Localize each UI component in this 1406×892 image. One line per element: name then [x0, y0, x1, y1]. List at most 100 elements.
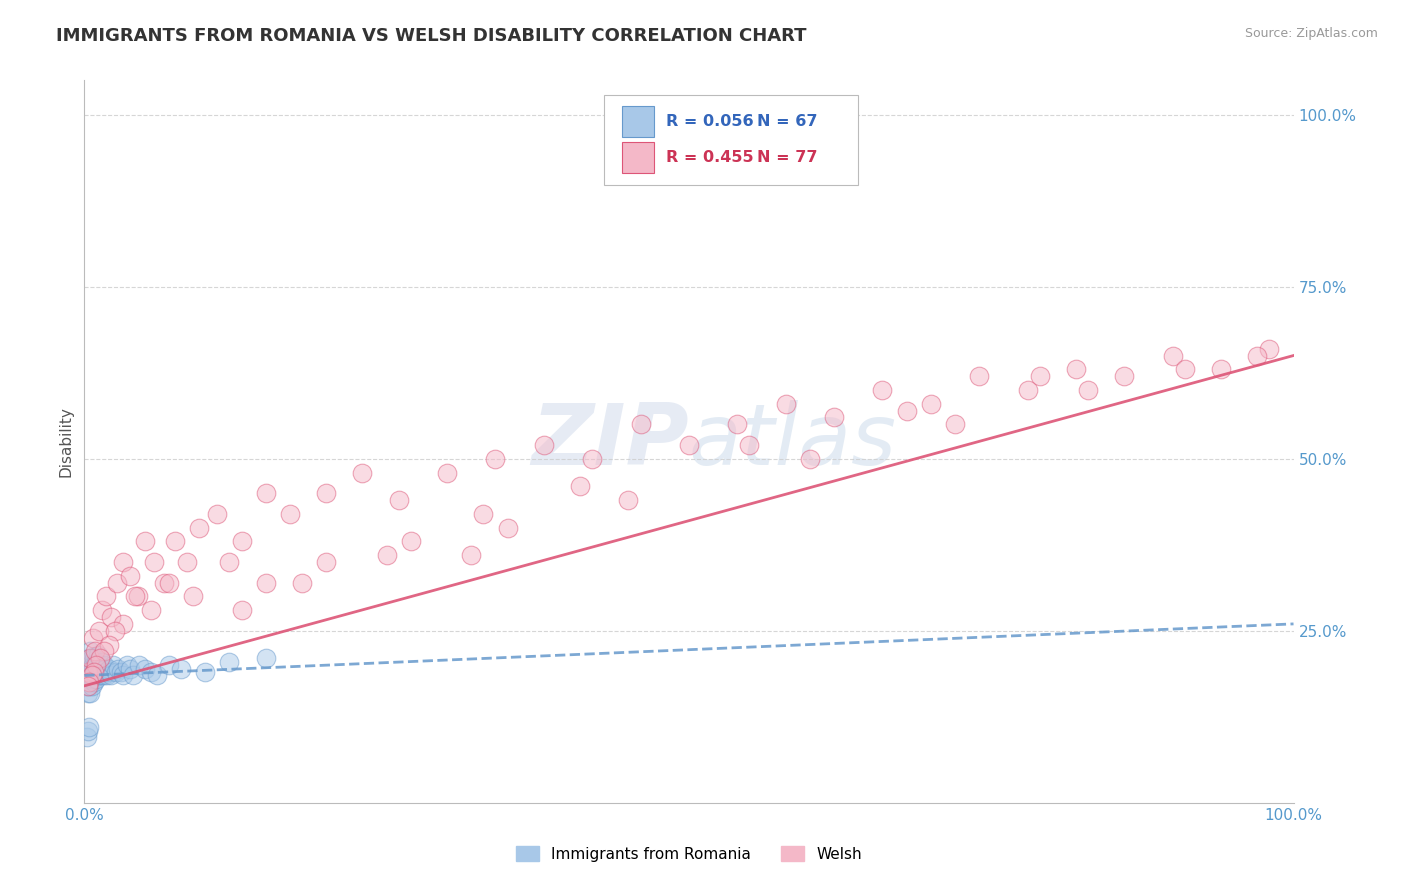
Point — [436, 466, 458, 480]
Point — [1209, 362, 1232, 376]
Point — [143, 555, 166, 569]
Point — [77, 679, 100, 693]
Point — [254, 486, 277, 500]
Point — [76, 679, 98, 693]
Point — [139, 665, 162, 679]
Point — [1258, 342, 1281, 356]
Point — [105, 575, 128, 590]
Point — [823, 410, 845, 425]
Point — [617, 493, 640, 508]
FancyBboxPatch shape — [605, 95, 858, 185]
Point — [124, 590, 146, 604]
Point — [231, 603, 253, 617]
Point — [460, 548, 482, 562]
Point — [254, 651, 277, 665]
Point — [1017, 383, 1039, 397]
Point — [77, 675, 100, 690]
Point — [194, 665, 217, 679]
Point — [157, 575, 180, 590]
Point — [94, 590, 117, 604]
Text: R = 0.455: R = 0.455 — [666, 150, 754, 165]
Point — [231, 534, 253, 549]
Point — [799, 451, 821, 466]
Point — [83, 665, 105, 679]
Point — [115, 658, 138, 673]
Point — [84, 668, 107, 682]
Point — [103, 658, 125, 673]
Point — [218, 555, 240, 569]
Point — [77, 672, 100, 686]
Text: N = 77: N = 77 — [756, 150, 817, 165]
Point — [472, 507, 495, 521]
Point — [120, 662, 142, 676]
Point — [84, 644, 107, 658]
Point — [93, 658, 115, 673]
Point — [83, 675, 105, 690]
Point — [90, 665, 112, 679]
Point — [139, 603, 162, 617]
Point — [96, 668, 118, 682]
Point — [484, 451, 506, 466]
Point — [104, 624, 127, 638]
Point — [100, 610, 122, 624]
Point — [569, 479, 592, 493]
Point — [943, 417, 966, 432]
Point — [375, 548, 398, 562]
Point — [1064, 362, 1087, 376]
Point — [134, 534, 156, 549]
Point — [97, 638, 120, 652]
Point — [100, 668, 122, 682]
Point — [104, 665, 127, 679]
Point — [967, 369, 990, 384]
Point — [93, 668, 115, 682]
Point — [97, 662, 120, 676]
Point — [90, 668, 112, 682]
FancyBboxPatch shape — [623, 143, 654, 173]
Point — [83, 651, 105, 665]
Point — [79, 686, 101, 700]
Point — [82, 631, 104, 645]
Text: IMMIGRANTS FROM ROMANIA VS WELSH DISABILITY CORRELATION CHART: IMMIGRANTS FROM ROMANIA VS WELSH DISABIL… — [56, 27, 807, 45]
Point — [89, 651, 111, 665]
Point — [77, 658, 100, 673]
Point — [1077, 383, 1099, 397]
Point — [83, 665, 105, 679]
Point — [80, 668, 103, 682]
Point — [86, 648, 108, 662]
Point — [82, 658, 104, 673]
Point — [153, 575, 176, 590]
Point — [1174, 362, 1197, 376]
Point — [86, 655, 108, 669]
Point — [94, 662, 117, 676]
Text: R = 0.056: R = 0.056 — [666, 114, 754, 129]
Point — [75, 672, 97, 686]
Point — [80, 651, 103, 665]
Point — [872, 383, 894, 397]
Y-axis label: Disability: Disability — [58, 406, 73, 477]
Point — [678, 438, 700, 452]
Point — [87, 665, 110, 679]
Point — [77, 723, 100, 738]
Point — [77, 665, 100, 679]
Point — [79, 672, 101, 686]
Point — [86, 672, 108, 686]
Point — [218, 655, 240, 669]
Point — [77, 665, 100, 679]
Point — [84, 658, 107, 673]
Point — [110, 665, 132, 679]
Point — [254, 575, 277, 590]
Legend: Immigrants from Romania, Welsh: Immigrants from Romania, Welsh — [509, 839, 869, 868]
Point — [77, 720, 100, 734]
Point — [1114, 369, 1136, 384]
Point — [87, 668, 110, 682]
Text: ZIP: ZIP — [531, 400, 689, 483]
Point — [127, 590, 149, 604]
Point — [107, 662, 129, 676]
Point — [388, 493, 411, 508]
Point — [79, 644, 101, 658]
Point — [315, 486, 337, 500]
Point — [79, 658, 101, 673]
Point — [291, 575, 314, 590]
Point — [176, 555, 198, 569]
Point — [84, 662, 107, 676]
